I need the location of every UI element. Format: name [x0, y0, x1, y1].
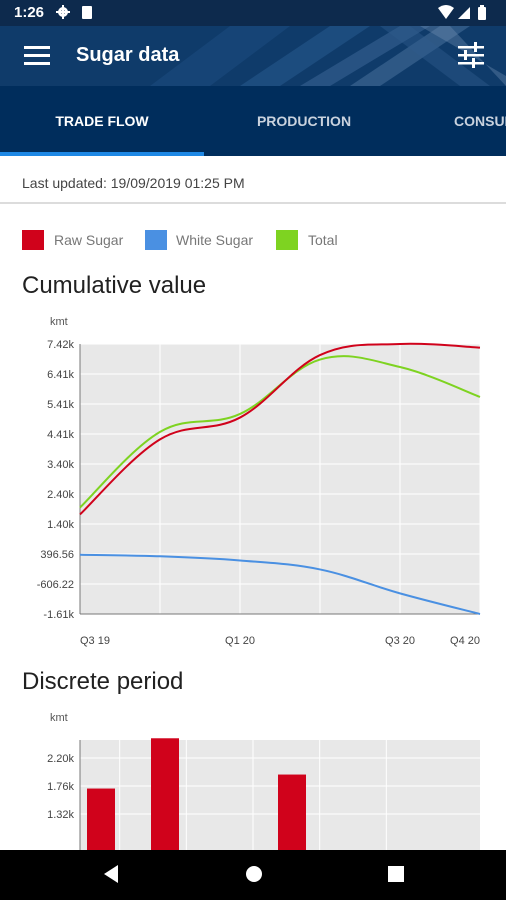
bar-chart-unit-label: kmt [50, 712, 68, 724]
bar [151, 738, 179, 850]
app-bar: Sugar data [0, 26, 506, 86]
signal-icon [458, 7, 470, 19]
y-tick-label: -1.61k [43, 609, 74, 621]
y-tick-label: 396.56 [40, 549, 74, 561]
back-icon[interactable] [100, 863, 122, 890]
tab-consumption[interactable]: CONSUMPTION [454, 113, 506, 129]
legend-swatch-white-sugar [145, 230, 167, 250]
y-tick-label: 1.32k [47, 809, 74, 821]
divider [0, 202, 506, 204]
legend-swatch-total [276, 230, 298, 250]
wifi-icon [438, 5, 454, 19]
y-tick-label: 7.42k [47, 339, 74, 351]
legend-swatch-raw-sugar [22, 230, 44, 250]
battery-icon [478, 7, 486, 20]
y-tick-label: 1.40k [47, 519, 74, 531]
legend-label-total: Total [308, 232, 338, 248]
y-tick-label: 5.41k [47, 399, 74, 411]
y-tick-label: 4.41k [47, 429, 74, 441]
y-tick-label: 2.20k [47, 753, 74, 765]
discrete-bar-chart: 2.20k 1.76k 1.32k [47, 738, 480, 850]
bar [278, 774, 306, 850]
legend-label-white-sugar: White Sugar [176, 232, 254, 248]
x-tick-label: Q3 20 [385, 635, 415, 647]
status-icons [438, 5, 494, 26]
y-tick-label: -606.22 [37, 579, 74, 591]
y-tick-label: 3.40k [47, 459, 74, 471]
series-line-white-sugar [79, 553, 481, 615]
legend-label-raw-sugar: Raw Sugar [54, 232, 124, 248]
menu-icon[interactable] [24, 44, 50, 71]
x-tick-label: Q3 19 [80, 635, 110, 647]
chart-unit-label: kmt [50, 316, 68, 328]
home-icon[interactable] [243, 863, 265, 890]
sd-card-icon [82, 6, 92, 19]
tab-trade-flow[interactable]: TRADE FLOW [55, 113, 149, 129]
tab-indicator [0, 152, 204, 156]
app-bar-background [0, 26, 506, 86]
app-title: Sugar data [76, 44, 180, 66]
status-time: 1:26 [14, 4, 45, 21]
status-bar: 1:26 [0, 0, 506, 26]
filter-settings-icon[interactable] [458, 42, 484, 73]
plot-area [80, 344, 480, 614]
y-tick-label: 1.76k [47, 781, 74, 793]
tab-bar: TRADE FLOW PRODUCTION CONSUMPTION [0, 86, 506, 156]
x-tick-label: Q4 20 [450, 635, 480, 647]
y-tick-label: 2.40k [47, 489, 74, 501]
tab-production[interactable]: PRODUCTION [256, 113, 352, 129]
cumulative-line-chart: 7.42k 6.41k 5.41k 4.41k 3.40k 2.40k 1.40k 396.5… [37, 339, 481, 647]
series-line-raw-sugar [79, 342, 481, 516]
last-updated-text: Last updated: 19/09/2019 01:25 PM [22, 175, 245, 191]
discrete-period-title: Discrete period [22, 668, 184, 695]
recents-icon[interactable] [385, 863, 407, 890]
bar [87, 788, 115, 850]
settings-gear-icon [56, 5, 70, 24]
system-nav-bar [0, 850, 506, 900]
x-tick-label: Q1 20 [225, 635, 255, 647]
cumulative-value-title: Cumulative value [22, 272, 207, 299]
y-tick-label: 6.41k [47, 369, 74, 381]
